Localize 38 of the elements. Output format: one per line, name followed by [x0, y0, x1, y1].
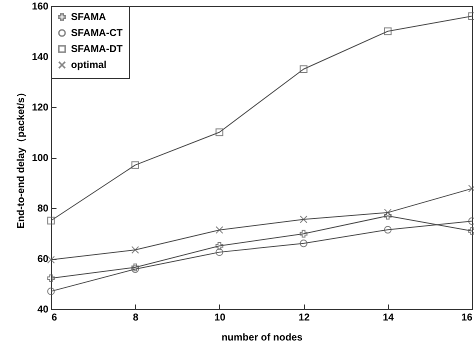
- point: [300, 216, 308, 224]
- x-tick-label: 6: [52, 312, 58, 324]
- y-axis-title: End-to-end delay（packet/s）: [16, 87, 27, 229]
- x-axis-title: number of nodes: [221, 332, 303, 343]
- point: [384, 208, 392, 216]
- x-tick-label: 16: [461, 312, 473, 324]
- point: [47, 287, 55, 296]
- point: [131, 246, 140, 254]
- y-tick-label: 140: [32, 52, 49, 63]
- point: [300, 240, 308, 248]
- point: [384, 226, 392, 234]
- legend-label: SFAMA: [71, 12, 106, 23]
- x-tick-label: 10: [214, 312, 226, 324]
- y-tick-label: 40: [37, 304, 49, 316]
- point: [131, 263, 140, 272]
- point: [384, 212, 392, 220]
- point: [216, 248, 224, 256]
- x-tick-label: 12: [298, 312, 310, 324]
- x-tick-label: 8: [132, 312, 139, 324]
- y-tick-label: 80: [37, 204, 49, 214]
- point: [216, 226, 224, 234]
- legend-label: SFAMA-DT: [71, 44, 123, 55]
- point: [300, 230, 308, 238]
- point: [47, 274, 55, 282]
- point: [47, 216, 55, 224]
- point: [216, 242, 224, 250]
- y-tick-label: 160: [32, 2, 49, 12]
- legend-label: SFAMA-CT: [71, 28, 123, 39]
- y-tick-label: 100: [32, 153, 49, 164]
- point: [384, 27, 392, 36]
- point: [131, 265, 140, 273]
- y-tick-label: 120: [32, 102, 49, 114]
- y-tick-label: 60: [37, 254, 49, 265]
- point: [131, 161, 140, 169]
- x-tick-label: 14: [382, 312, 394, 324]
- point: [216, 128, 224, 136]
- legend-label: optimal: [71, 60, 107, 71]
- point: [300, 65, 308, 73]
